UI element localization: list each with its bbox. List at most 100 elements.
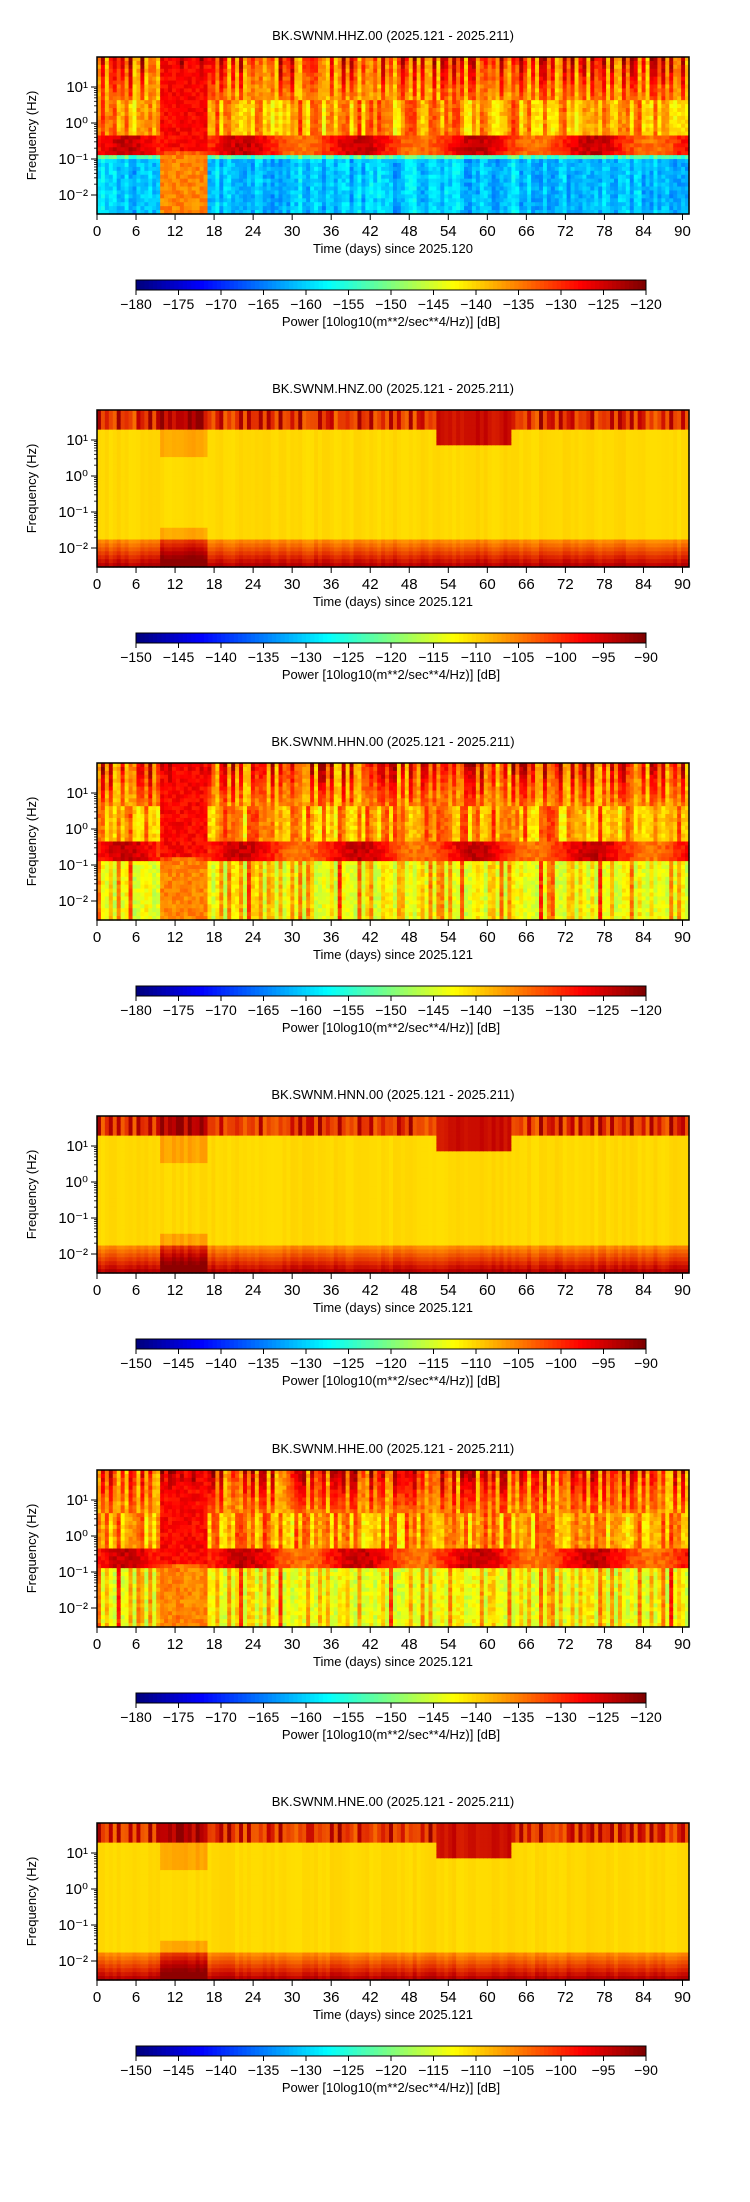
heatmap-cell <box>318 77 323 82</box>
heatmap-cell <box>192 190 197 195</box>
heatmap-cell <box>456 163 461 168</box>
heatmap-cell <box>156 151 161 156</box>
heatmap-cell <box>322 194 327 199</box>
heatmap-cell <box>121 104 126 109</box>
heatmap-cell <box>275 183 280 188</box>
heatmap-cell <box>393 88 398 93</box>
heatmap-cell <box>148 100 153 105</box>
heatmap-cell <box>440 73 445 78</box>
heatmap-cell <box>413 116 418 121</box>
heatmap-cell <box>338 84 343 89</box>
heatmap-cell <box>215 100 220 105</box>
heatmap-cell <box>164 202 169 207</box>
heatmap-cell <box>152 65 157 70</box>
heatmap-cell <box>192 183 197 188</box>
heatmap-cell <box>365 112 370 117</box>
heatmap-cell <box>417 175 422 180</box>
heatmap-cell <box>354 171 359 176</box>
heatmap-cell <box>259 136 264 141</box>
heatmap-cell <box>342 198 347 203</box>
heatmap-cell <box>444 88 449 93</box>
heatmap-cell <box>452 171 457 176</box>
heatmap-cell <box>421 202 426 207</box>
heatmap-cell <box>282 124 287 129</box>
heatmap-cell <box>223 202 228 207</box>
heatmap-cell <box>421 120 426 125</box>
heatmap-cell <box>235 108 240 113</box>
heatmap-cell <box>239 190 244 195</box>
heatmap-cell <box>267 190 272 195</box>
heatmap-cell <box>144 206 149 211</box>
heatmap-cell <box>227 183 232 188</box>
heatmap-cell <box>432 202 437 207</box>
heatmap-cell <box>393 112 398 117</box>
heatmap-cell <box>247 128 252 133</box>
heatmap-cell <box>318 61 323 66</box>
heatmap-cell <box>452 77 457 82</box>
heatmap-cell <box>286 183 291 188</box>
heatmap-cell <box>401 96 406 101</box>
heatmap-cell <box>231 69 236 74</box>
heatmap-cell <box>133 112 138 117</box>
heatmap-cell <box>361 194 366 199</box>
heatmap-cell <box>231 124 236 129</box>
heatmap-cell <box>385 136 390 141</box>
heatmap-cell <box>172 202 177 207</box>
heatmap-cell <box>180 61 185 66</box>
heatmap-cell <box>310 96 315 101</box>
heatmap-cell <box>294 183 299 188</box>
heatmap-cell <box>239 120 244 125</box>
heatmap-cell <box>251 175 256 180</box>
heatmap-cell <box>389 136 394 141</box>
heatmap-cell <box>294 151 299 156</box>
heatmap-cell <box>306 151 311 156</box>
heatmap-cell <box>223 139 228 144</box>
heatmap-cell <box>314 190 319 195</box>
heatmap-cell <box>113 206 118 211</box>
heatmap-cell <box>357 116 362 121</box>
heatmap-cell <box>101 100 106 105</box>
heatmap-cell <box>397 92 402 97</box>
heatmap-cell <box>255 183 260 188</box>
heatmap-cell <box>314 171 319 176</box>
heatmap-cell <box>235 171 240 176</box>
heatmap-cell <box>263 104 268 109</box>
heatmap-cell <box>452 163 457 168</box>
heatmap-cell <box>369 190 374 195</box>
heatmap-cell <box>172 69 177 74</box>
heatmap-cell <box>125 77 130 82</box>
heatmap-cell <box>259 73 264 78</box>
heatmap-cell <box>156 100 161 105</box>
heatmap-cell <box>121 81 126 86</box>
heatmap-cell <box>227 151 232 156</box>
heatmap-cell <box>176 190 181 195</box>
heatmap-cell <box>133 155 138 160</box>
heatmap-cell <box>176 187 181 192</box>
heatmap-cell <box>302 147 307 152</box>
heatmap-cell <box>357 202 362 207</box>
heatmap-cell <box>436 88 441 93</box>
heatmap-cell <box>184 128 189 133</box>
heatmap-cell <box>219 206 224 211</box>
heatmap-cell <box>444 112 449 117</box>
heatmap-cell <box>243 96 248 101</box>
heatmap-cell <box>405 190 410 195</box>
heatmap-cell <box>302 96 307 101</box>
heatmap-cell <box>251 112 256 117</box>
heatmap-cell <box>180 81 185 86</box>
heatmap-cell <box>393 108 398 113</box>
heatmap-cell <box>377 104 382 109</box>
heatmap-cell <box>172 136 177 141</box>
heatmap-cell <box>215 206 220 211</box>
heatmap-cell <box>397 104 402 109</box>
heatmap-cell <box>156 202 161 207</box>
heatmap-cell <box>330 175 335 180</box>
heatmap-cell <box>251 198 256 203</box>
heatmap-cell <box>310 151 315 156</box>
heatmap-cell <box>279 100 284 105</box>
heatmap-cell <box>282 112 287 117</box>
heatmap-cell <box>168 108 173 113</box>
heatmap-cell <box>361 171 366 176</box>
heatmap-cell <box>282 77 287 82</box>
heatmap-cell <box>350 61 355 66</box>
